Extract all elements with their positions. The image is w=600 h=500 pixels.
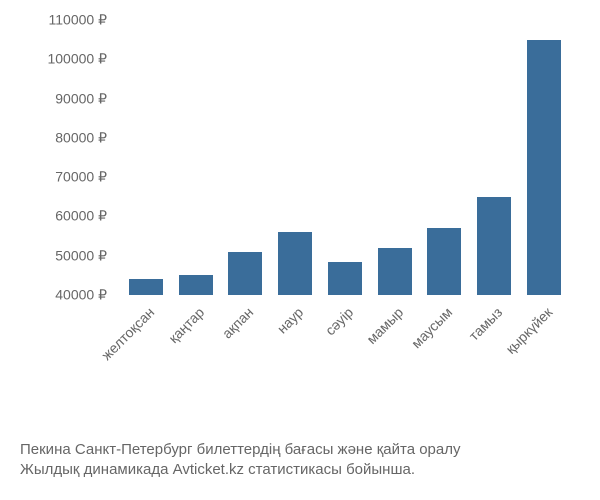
chart-caption: Пекина Санкт-Петербург билеттердің бағас… — [20, 440, 580, 481]
y-tick-label: 90000 ₽ — [17, 90, 107, 107]
bars-container — [115, 20, 575, 295]
plot-area — [115, 20, 575, 295]
bar — [427, 228, 461, 295]
x-tick-label: қаңтар — [165, 304, 207, 346]
x-tick-label: сәуір — [322, 304, 356, 338]
x-tick: қаңтар — [179, 298, 213, 398]
x-tick: ақпан — [228, 298, 262, 398]
y-axis: 40000 ₽50000 ₽60000 ₽70000 ₽80000 ₽90000… — [20, 20, 115, 295]
y-tick-label: 50000 ₽ — [17, 247, 107, 264]
x-tick: сәуір — [328, 298, 362, 398]
x-tick: мамыр — [378, 298, 412, 398]
bar — [328, 262, 362, 295]
bar — [179, 275, 213, 295]
x-tick: наур — [278, 298, 312, 398]
x-axis: желтоқсанқаңтарақпаннаурсәуірмамырмаусым… — [115, 298, 575, 398]
bar — [527, 40, 561, 295]
caption-line-1: Пекина Санкт-Петербург билеттердің бағас… — [20, 440, 580, 460]
x-tick-label: желтоқсан — [98, 304, 157, 363]
x-tick-label: наур — [274, 304, 307, 337]
bar — [228, 252, 262, 295]
x-tick-label: маусым — [409, 304, 456, 351]
x-tick-label: тамыз — [466, 304, 506, 344]
bar — [378, 248, 412, 295]
caption-line-2: Жылдық динамикада Avticket.kz статистика… — [20, 460, 580, 480]
bar — [129, 279, 163, 295]
bar — [477, 197, 511, 295]
x-tick: желтоқсан — [129, 298, 163, 398]
x-tick-label: мамыр — [363, 304, 406, 347]
y-tick-label: 100000 ₽ — [17, 51, 107, 68]
x-tick: маусым — [427, 298, 461, 398]
y-tick-label: 60000 ₽ — [17, 208, 107, 225]
y-tick-label: 110000 ₽ — [17, 12, 107, 29]
y-tick-label: 80000 ₽ — [17, 129, 107, 146]
x-tick-label: ақпан — [219, 304, 256, 341]
y-tick-label: 40000 ₽ — [17, 287, 107, 304]
bar — [278, 232, 312, 295]
x-tick: қыркүйек — [527, 298, 561, 398]
price-bar-chart: 40000 ₽ 50000 ₽ 60000 ₽ 70000 ₽ 80000 ₽ 90000… — [20, 20, 580, 400]
y-tick-label: 70000 ₽ — [17, 169, 107, 186]
